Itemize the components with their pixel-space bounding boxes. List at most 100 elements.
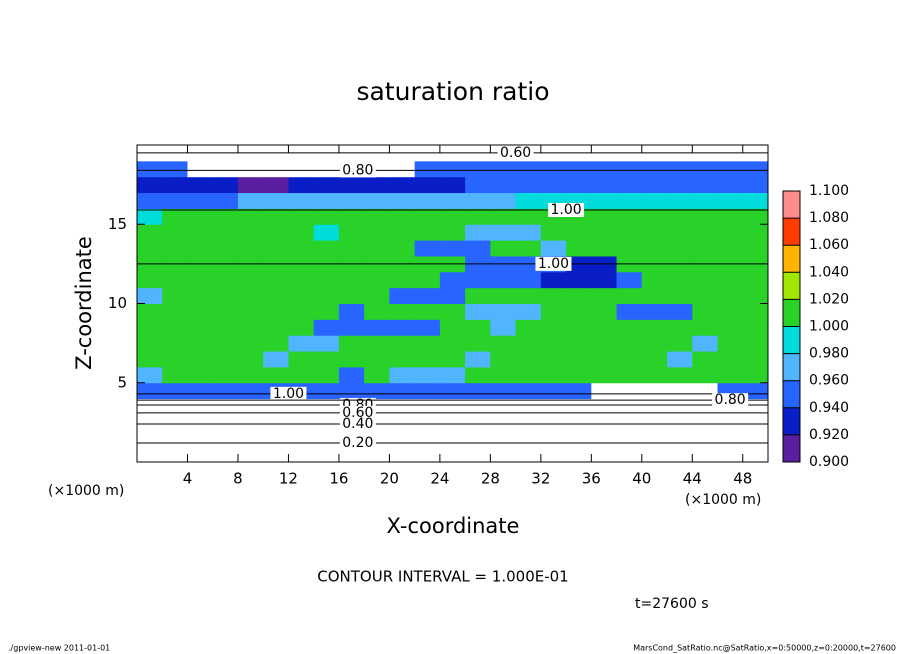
cell <box>667 287 693 304</box>
cell <box>338 366 365 384</box>
cell <box>162 287 188 304</box>
cell <box>465 176 491 194</box>
cell <box>137 446 163 463</box>
cell <box>591 192 618 209</box>
cell <box>692 398 719 415</box>
contour-label-bg <box>270 386 307 401</box>
cell <box>414 398 441 415</box>
cell <box>667 366 693 384</box>
colorbar-bin <box>783 380 800 408</box>
cell <box>263 176 289 194</box>
cell <box>641 224 668 241</box>
cell <box>717 446 744 463</box>
cell <box>313 160 340 178</box>
cell <box>591 446 618 463</box>
cell <box>313 176 340 194</box>
colorbar-tick-label: 0.920 <box>809 427 849 443</box>
cell <box>465 351 491 368</box>
y-axis-label: Z-coordinate <box>72 236 96 370</box>
cell <box>591 176 618 194</box>
cell <box>641 366 668 384</box>
cell <box>616 319 643 336</box>
cell <box>162 446 188 463</box>
cell <box>212 224 239 241</box>
cell <box>237 366 264 384</box>
cell <box>465 335 491 352</box>
cell <box>187 240 214 257</box>
cell <box>742 414 769 431</box>
cell <box>616 414 643 431</box>
cell <box>439 430 466 447</box>
contour-label: 1.00 <box>273 386 304 402</box>
cell <box>616 224 643 241</box>
cell <box>641 271 668 289</box>
cell <box>566 382 592 400</box>
cell <box>162 430 188 447</box>
cell <box>439 414 466 431</box>
cell <box>465 240 491 257</box>
cell <box>742 335 769 352</box>
cell <box>389 240 416 257</box>
colorbar-bin <box>783 299 800 327</box>
cell <box>540 287 567 304</box>
cell <box>540 382 567 400</box>
cell <box>465 192 491 209</box>
cell <box>742 287 769 304</box>
cell <box>616 351 643 368</box>
cell <box>692 176 719 194</box>
cell <box>237 303 264 320</box>
contour-label: 0.20 <box>342 435 373 451</box>
cell <box>439 192 466 209</box>
cell <box>515 398 542 415</box>
cell <box>515 351 542 368</box>
cell <box>364 224 390 241</box>
chart-title: saturation ratio <box>356 77 549 106</box>
cell <box>187 398 214 415</box>
cell <box>439 446 466 463</box>
cell <box>717 176 744 194</box>
cell <box>591 414 618 431</box>
cell <box>212 351 239 368</box>
cell <box>667 160 693 178</box>
cell <box>717 240 744 257</box>
cell <box>288 287 315 304</box>
cell <box>338 287 365 304</box>
cell <box>263 303 289 320</box>
cell <box>414 366 441 384</box>
cell <box>641 430 668 447</box>
cell <box>616 208 643 225</box>
x-tick-label: 48 <box>733 470 752 488</box>
cell <box>162 192 188 209</box>
cell <box>742 240 769 257</box>
cell <box>313 398 340 415</box>
cell <box>137 160 163 178</box>
cell <box>187 366 214 384</box>
cell <box>490 208 517 225</box>
contour-label: 0.40 <box>342 416 373 432</box>
cell <box>187 287 214 304</box>
cell <box>591 208 618 225</box>
cell <box>364 382 390 400</box>
cell <box>540 160 567 178</box>
cell <box>742 303 769 320</box>
cell <box>515 224 542 241</box>
cell <box>490 224 517 241</box>
cell <box>540 176 567 194</box>
cell <box>389 319 416 336</box>
cell <box>237 192 264 209</box>
cell <box>187 414 214 431</box>
x-tick-label: 24 <box>430 470 449 488</box>
cell <box>515 240 542 257</box>
cell <box>692 240 719 257</box>
y-tick-label: 5 <box>117 373 127 391</box>
cell <box>263 287 289 304</box>
cell <box>364 366 390 384</box>
cell <box>490 366 517 384</box>
cell <box>616 240 643 257</box>
cell <box>389 414 416 431</box>
colorbar-bin <box>783 434 800 462</box>
x-tick-label: 12 <box>279 470 298 488</box>
cell <box>162 208 188 225</box>
cell <box>338 224 365 241</box>
cell <box>490 176 517 194</box>
